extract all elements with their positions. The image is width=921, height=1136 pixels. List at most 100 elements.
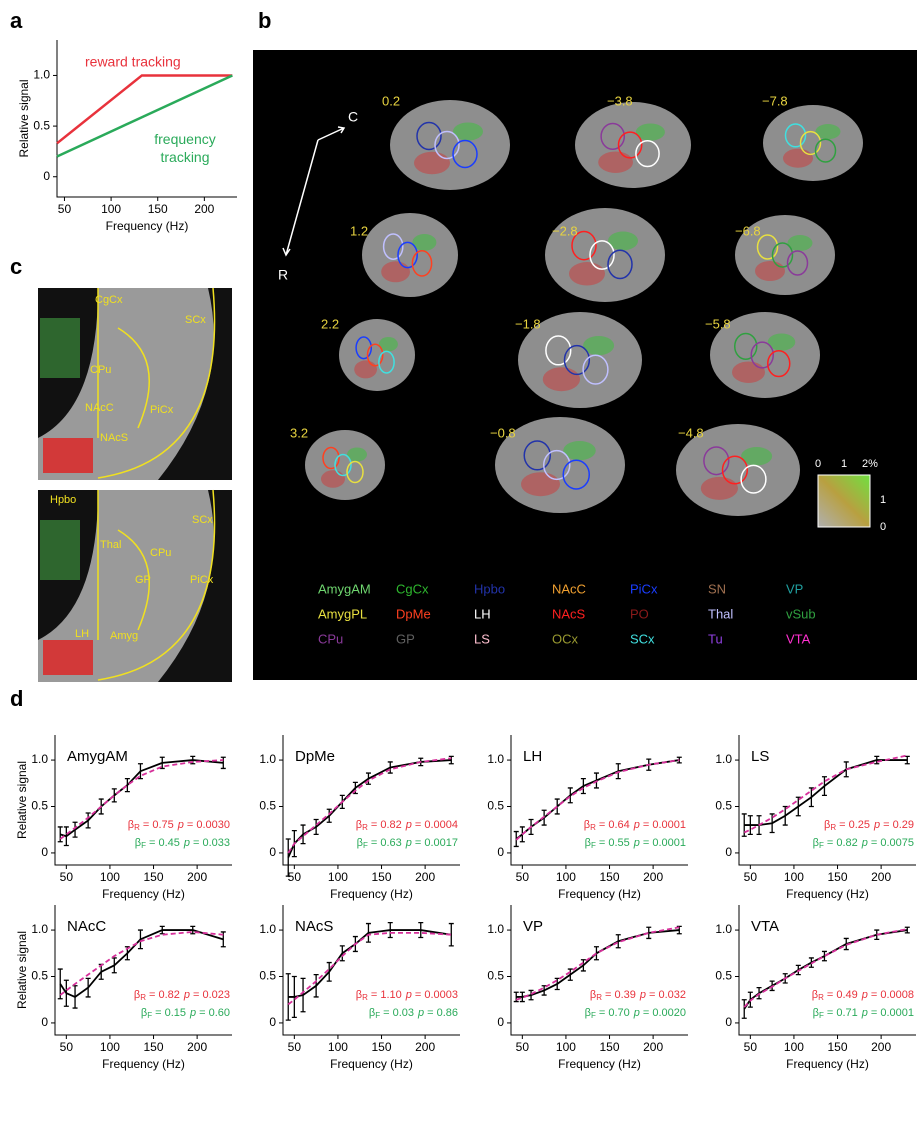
atlas-label: SCx [185, 314, 206, 326]
x-tick-label: 200 [187, 1040, 207, 1054]
error-bar [314, 975, 319, 997]
region-legend-label: DpMe [396, 606, 431, 621]
slice-label: −5.8 [705, 316, 731, 331]
error-bar [86, 978, 91, 997]
x-tick-label: 100 [100, 870, 120, 884]
slice-label: 0.2 [382, 93, 400, 108]
x-tick-label: 200 [643, 1040, 663, 1054]
stat-value: = 0.55 [599, 837, 630, 849]
activation-patch [414, 152, 450, 175]
y-tick-label: 0 [43, 169, 50, 183]
atlas-label: SCx [192, 514, 213, 526]
stat-p-value: = 0.0001 [643, 837, 686, 849]
y-tick-label: 0.5 [715, 799, 732, 813]
region-legend-label: PiCx [630, 581, 658, 596]
brain-slice [390, 100, 510, 190]
x-tick-label: 50 [60, 870, 74, 884]
stat-value: = 0.63 [371, 837, 402, 849]
slice-label: 1.2 [350, 223, 368, 238]
y-tick-label: 1.0 [715, 752, 732, 766]
stat-label: βF= 0.55p= 0.0001 [585, 837, 686, 850]
region-legend-label: NAcS [552, 606, 586, 621]
error-bar [568, 788, 573, 803]
y-tick-label: 0 [41, 1015, 48, 1029]
atlas-label: Thal [100, 539, 121, 551]
stat-subscript: R [134, 823, 140, 832]
atlas-label: LH [75, 628, 89, 640]
x-tick-label: 150 [828, 1040, 848, 1054]
atlas-label: CgCx [95, 294, 123, 306]
x-tick-label: 100 [328, 1040, 348, 1054]
activation-patch [598, 151, 633, 173]
slice-label: −1.8 [515, 316, 541, 331]
x-tick-label: 150 [828, 870, 848, 884]
activation-patch [354, 360, 377, 378]
brain-slice [575, 102, 691, 188]
region-legend-label: CPu [318, 631, 343, 646]
orientation-label: C [348, 109, 358, 125]
stat-value: = 0.82 [149, 989, 180, 1001]
x-tick-label: 50 [58, 202, 72, 216]
y-tick-label: 1.0 [259, 752, 276, 766]
stat-p: p [861, 1007, 868, 1019]
stat-p-value: = 0.0001 [643, 819, 686, 831]
x-tick-label: 200 [871, 1040, 891, 1054]
activation-patch [543, 367, 580, 391]
x-tick-label: 100 [328, 870, 348, 884]
y-tick-label: 1.0 [715, 922, 732, 936]
region-legend-label: vSub [786, 606, 816, 621]
y-tick-label: 0 [497, 845, 504, 859]
error-bar [568, 969, 573, 980]
figure: a b c d 00.51.050100150200Frequency (Hz)… [0, 0, 921, 1136]
chart-title: AmygAM [67, 748, 128, 765]
stat-subscript: R [830, 823, 836, 832]
stat-p-value: = 0.0008 [871, 989, 914, 1001]
y-tick-label: 0.5 [33, 118, 50, 132]
x-tick-label: 100 [784, 870, 804, 884]
region-legend-label: GP [396, 631, 415, 646]
slice-label: −2.8 [552, 223, 578, 238]
slice-label: −0.8 [490, 425, 516, 440]
y-tick-label: 0.5 [715, 969, 732, 983]
y-tick-label: 0 [725, 845, 732, 859]
region-legend-label: LS [474, 631, 490, 646]
x-axis-label: Frequency (Hz) [102, 1057, 185, 1071]
y-tick-label: 1.0 [33, 68, 50, 82]
colorbar-label: 2% [862, 458, 878, 470]
x-tick-label: 200 [194, 202, 214, 216]
stat-p: p [633, 837, 640, 849]
region-legend-label: SN [708, 581, 726, 596]
x-tick-label: 50 [516, 870, 530, 884]
stat-p: p [633, 819, 640, 831]
y-tick-label: 0 [725, 1015, 732, 1029]
x-axis-label: Frequency (Hz) [558, 887, 641, 901]
error-bar [125, 779, 130, 792]
x-tick-label: 100 [100, 1040, 120, 1054]
x-axis-label: Frequency (Hz) [102, 887, 185, 901]
atlas-label: CPu [90, 364, 111, 376]
stat-p: p [177, 819, 184, 831]
slice-label: −4.8 [678, 425, 704, 440]
region-legend-label: AmygPL [318, 606, 367, 621]
panel-label: d [10, 686, 23, 711]
panel-label: a [10, 8, 23, 33]
y-tick-label: 0.5 [31, 969, 48, 983]
stat-p: p [405, 989, 412, 1001]
data-line [744, 760, 907, 825]
stat-subscript: F [141, 841, 146, 850]
x-tick-label: 150 [148, 202, 168, 216]
stat-subscript: R [140, 993, 146, 1002]
activation-patch [40, 520, 80, 580]
stat-p: p [873, 819, 880, 831]
x-axis-label: Frequency (Hz) [786, 887, 869, 901]
activation-patch [43, 438, 93, 473]
series-label: reward tracking [85, 54, 181, 70]
colorbar-label: 1 [880, 494, 886, 506]
y-tick-label: 0.5 [259, 969, 276, 983]
x-tick-label: 100 [101, 202, 121, 216]
region-legend-label: CgCx [396, 581, 429, 596]
y-tick-label: 0.5 [487, 799, 504, 813]
